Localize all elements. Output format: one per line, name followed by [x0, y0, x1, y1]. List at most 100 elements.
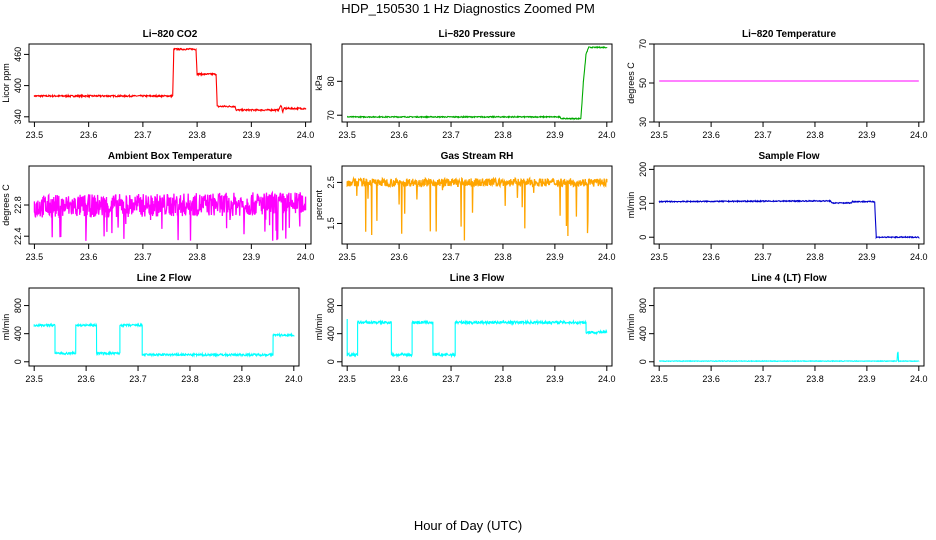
x-tick-label: 23.8	[806, 130, 824, 140]
y-tick-label: 0	[638, 235, 648, 240]
y-tick-label: 400	[13, 326, 23, 341]
chart-title: Line 2 Flow	[137, 273, 192, 284]
chart-panel-7: Line 2 Flow 23.5 23.6 23.7 23.8 23.9 24.0 0 400 8…	[1, 273, 303, 384]
page-title: HDP_150530 1 Hz Diagnostics Zoomed PM	[341, 1, 595, 16]
x-tick-label: 23.9	[546, 252, 564, 262]
plot-frame	[653, 165, 925, 245]
y-axis-label: ml/min	[314, 314, 324, 341]
x-tick-label: 23.7	[754, 252, 772, 262]
x-tick-label: 23.7	[754, 130, 772, 140]
x-tick-label: 23.5	[26, 130, 44, 140]
x-tick-label: 23.5	[650, 374, 668, 384]
x-tick-label: 23.7	[754, 374, 772, 384]
chart-title: Li−820 Pressure	[439, 29, 516, 40]
plot-frame	[28, 43, 312, 123]
x-tick-label: 23.9	[546, 374, 564, 384]
y-tick-label: 0	[326, 359, 336, 364]
chart-panel-4: Ambient Box Temperature 23.5 23.6 23.7 23.8 2…	[1, 151, 314, 262]
data-series-line	[33, 322, 295, 358]
y-tick-label: 800	[326, 298, 336, 313]
x-tick-label: 23.8	[494, 130, 512, 140]
y-tick-label: 0	[638, 359, 648, 364]
chart-panel-2: Li−820 Pressure 23.5 23.6 23.7 23.8 23.9 24.0 7…	[314, 29, 616, 140]
y-tick-label: 0	[13, 359, 23, 364]
x-tick-label: 24.0	[910, 252, 928, 262]
y-tick-label: 400	[13, 78, 23, 93]
x-tick-label: 23.6	[80, 130, 98, 140]
y-axis-label: ml/min	[626, 192, 636, 219]
x-tick-label: 23.6	[702, 252, 720, 262]
y-axis-label: degrees C	[1, 184, 11, 226]
x-tick-label: 23.9	[233, 374, 251, 384]
chart-panel-5: Gas Stream RH 23.5 23.6 23.7 23.8 23.9 24.0 1.5…	[314, 151, 616, 262]
y-tick-label: 200	[638, 162, 648, 177]
x-tick-label: 23.6	[702, 374, 720, 384]
x-tick-label: 23.5	[650, 130, 668, 140]
x-tick-label: 23.9	[858, 374, 876, 384]
x-axis-label: Hour of Day (UTC)	[413, 518, 523, 533]
x-tick-label: 23.8	[494, 252, 512, 262]
y-tick-label: 1.5	[326, 217, 336, 230]
chart-title: Line 4 (LT) Flow	[751, 273, 827, 284]
y-tick-label: 22.4	[13, 227, 23, 245]
plot-frame	[653, 287, 925, 367]
x-tick-label: 23.9	[243, 252, 261, 262]
x-tick-label: 23.8	[181, 374, 199, 384]
plot-frame	[28, 287, 300, 367]
y-tick-label: 50	[638, 78, 648, 88]
y-tick-label: 100	[638, 196, 648, 211]
x-tick-label: 23.7	[134, 252, 152, 262]
x-tick-label: 23.6	[390, 252, 408, 262]
y-tick-label: 800	[638, 298, 648, 313]
y-tick-label: 30	[638, 117, 648, 127]
x-tick-label: 24.0	[910, 130, 928, 140]
x-tick-label: 24.0	[297, 130, 315, 140]
x-tick-label: 23.7	[129, 374, 147, 384]
x-tick-label: 23.9	[243, 130, 261, 140]
chart-title: Ambient Box Temperature	[108, 151, 233, 162]
x-tick-label: 23.8	[806, 252, 824, 262]
chart-title: Li−820 Temperature	[742, 29, 836, 40]
x-tick-label: 24.0	[598, 252, 616, 262]
data-series-line	[346, 45, 608, 121]
chart-panel-8: Line 3 Flow 23.5 23.6 23.7 23.8 23.9 24.0 0 400 8…	[314, 273, 616, 384]
y-tick-label: 400	[638, 326, 648, 341]
x-tick-label: 23.5	[338, 130, 356, 140]
y-tick-label: 800	[13, 298, 23, 313]
data-series-line	[346, 176, 608, 241]
x-tick-label: 24.0	[910, 374, 928, 384]
x-tick-label: 23.9	[858, 130, 876, 140]
chart-panel-1: Li−820 CO2 23.5 23.6 23.7 23.8 23.9 24.0 340 400…	[1, 29, 314, 140]
y-tick-label: 340	[13, 109, 23, 124]
y-tick-label: 22.8	[13, 196, 23, 214]
y-tick-label: 70	[638, 39, 648, 49]
chart-title: Line 3 Flow	[450, 273, 505, 284]
chart-title: Gas Stream RH	[441, 151, 514, 162]
chart-panel-3: Li−820 Temperature 23.5 23.6 23.7 23.8 23.9 24…	[626, 29, 928, 140]
x-tick-label: 23.6	[390, 130, 408, 140]
y-axis-label: percent	[314, 189, 324, 220]
x-tick-label: 23.6	[80, 252, 98, 262]
y-axis-label: Licor ppm	[1, 63, 11, 103]
x-tick-label: 23.5	[25, 374, 43, 384]
y-axis-label: kPa	[314, 75, 324, 91]
x-tick-label: 23.5	[26, 252, 44, 262]
x-tick-label: 23.5	[338, 252, 356, 262]
x-tick-label: 24.0	[598, 130, 616, 140]
data-series-line	[346, 318, 608, 359]
chart-panel-6: Sample Flow 23.5 23.6 23.7 23.8 23.9 24.0 0 100 2…	[626, 151, 928, 262]
y-tick-label: 2.5	[326, 176, 336, 189]
plot-frame	[341, 43, 613, 123]
y-tick-label: 80	[326, 76, 336, 86]
data-series-line	[658, 199, 920, 240]
x-tick-label: 23.6	[702, 130, 720, 140]
x-tick-label: 23.9	[858, 252, 876, 262]
x-tick-label: 23.8	[494, 374, 512, 384]
plot-frame	[341, 287, 613, 367]
chart-title: Sample Flow	[758, 151, 819, 162]
y-tick-label: 70	[326, 110, 336, 120]
x-tick-label: 23.8	[188, 130, 206, 140]
y-tick-label: 400	[326, 326, 336, 341]
y-axis-label: ml/min	[1, 314, 11, 341]
